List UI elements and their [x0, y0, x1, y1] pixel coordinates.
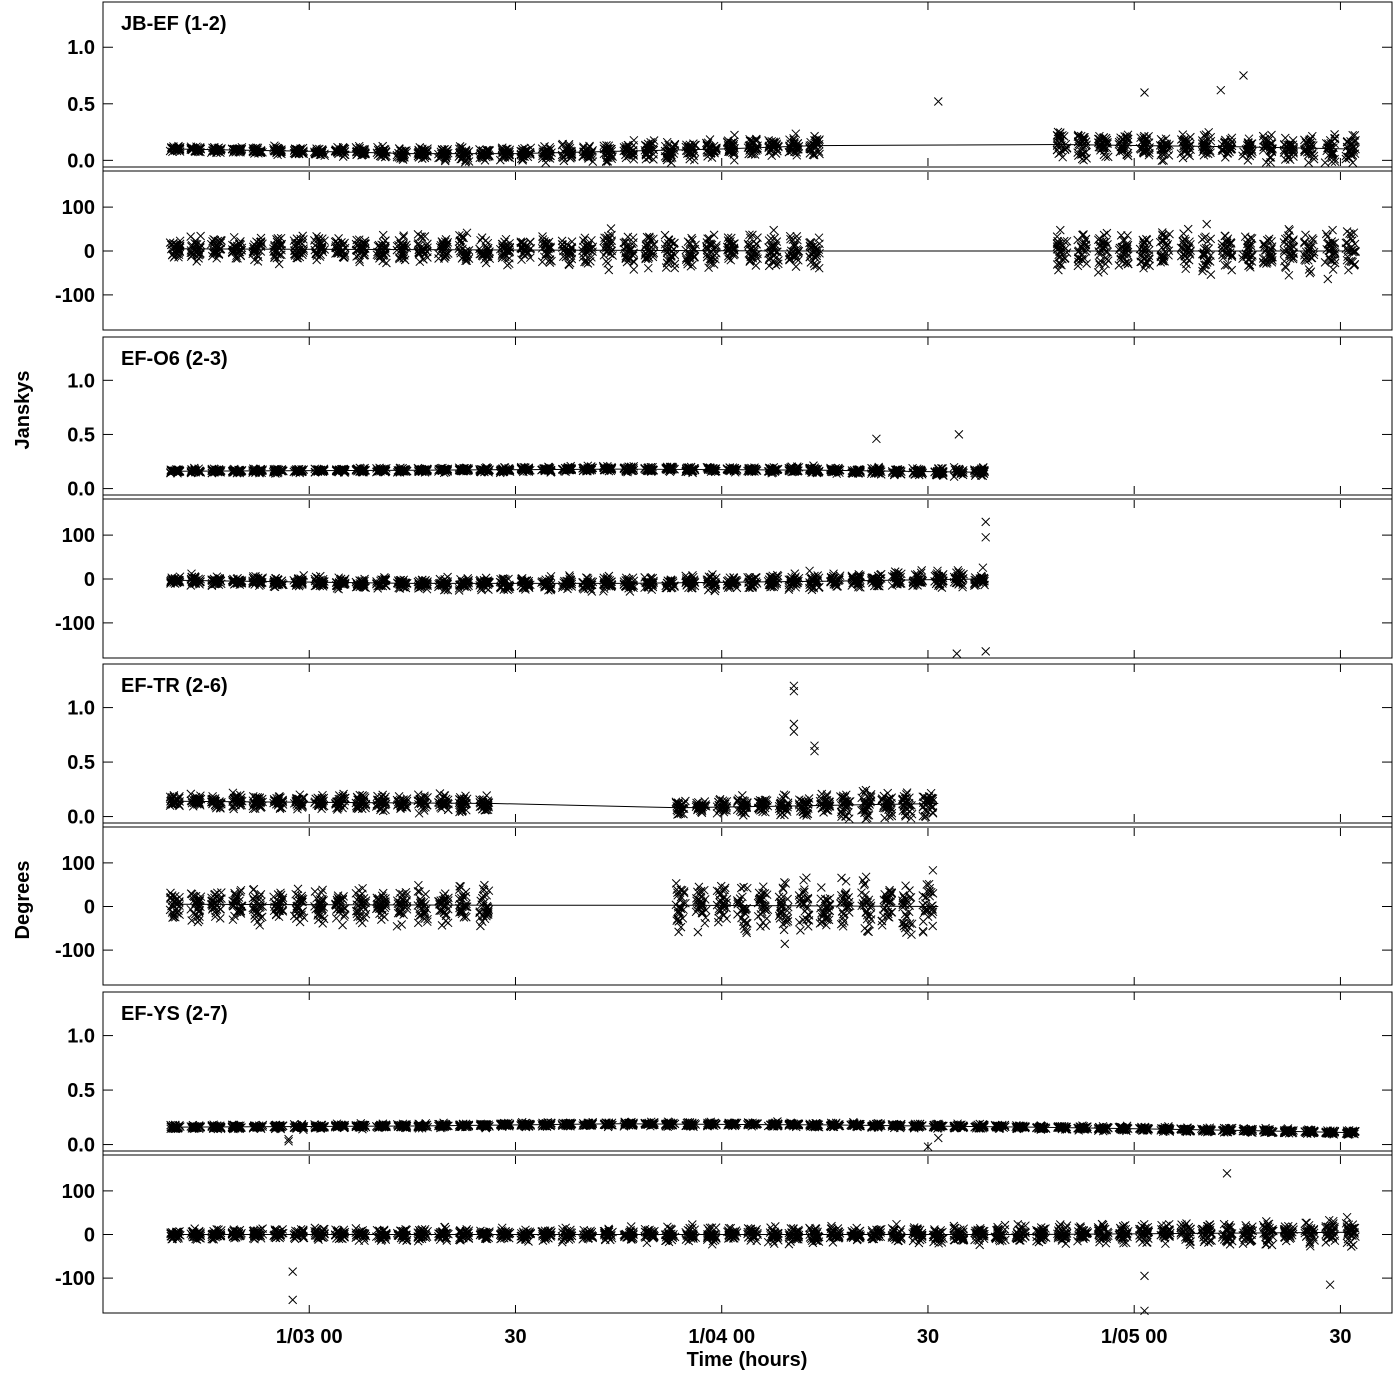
phase-point — [416, 258, 424, 266]
phase-point — [1180, 230, 1188, 238]
phase-fit-line — [175, 249, 1351, 251]
phase-point — [792, 263, 800, 271]
panel-frame — [103, 664, 1392, 985]
phase-point — [1124, 232, 1132, 240]
phase-point — [1282, 264, 1290, 272]
phase-point — [416, 233, 424, 241]
phase-point — [1203, 220, 1211, 228]
phase-point — [250, 256, 258, 264]
amplitude-point — [1305, 159, 1313, 167]
amplitude-point — [1240, 72, 1248, 80]
amplitude-point — [1217, 86, 1225, 94]
panel-frame — [103, 337, 1392, 658]
phase-point — [1138, 258, 1146, 266]
phase-point — [1103, 229, 1111, 237]
phase-point — [1115, 261, 1123, 269]
phase-point — [197, 232, 205, 240]
phase-point — [400, 232, 408, 240]
phase-point — [1166, 230, 1174, 238]
phase-point — [1183, 260, 1191, 268]
amplitude-point — [1158, 157, 1166, 165]
phase-fit-line — [175, 1232, 1351, 1234]
phase-point — [770, 226, 778, 234]
phase-point — [765, 262, 773, 270]
phase-point — [630, 266, 638, 274]
amplitude-fit-line — [175, 145, 1351, 154]
phase-point — [1100, 267, 1108, 275]
phase-point — [234, 254, 242, 262]
phase-point — [1054, 266, 1062, 274]
phase-point — [1094, 268, 1102, 276]
phase-point — [1329, 266, 1337, 274]
phase-point — [1228, 266, 1236, 274]
panel-frame — [103, 992, 1392, 1313]
panel-frame — [103, 2, 1392, 330]
amplitude-point — [1141, 89, 1149, 97]
phase-point — [1344, 266, 1352, 274]
amplitude-point — [934, 98, 942, 106]
phase-point — [671, 264, 679, 272]
phase-point — [607, 225, 615, 233]
phase-point — [382, 259, 390, 267]
phase-point — [478, 234, 486, 242]
phase-point — [644, 264, 652, 272]
phase-point — [1259, 258, 1267, 266]
amplitude-fit-line — [175, 1124, 1351, 1133]
amplitude-point — [1262, 158, 1270, 166]
phase-point — [1207, 271, 1215, 279]
phase-point — [661, 231, 669, 239]
phase-point — [1285, 271, 1293, 279]
phase-point — [1324, 275, 1332, 283]
